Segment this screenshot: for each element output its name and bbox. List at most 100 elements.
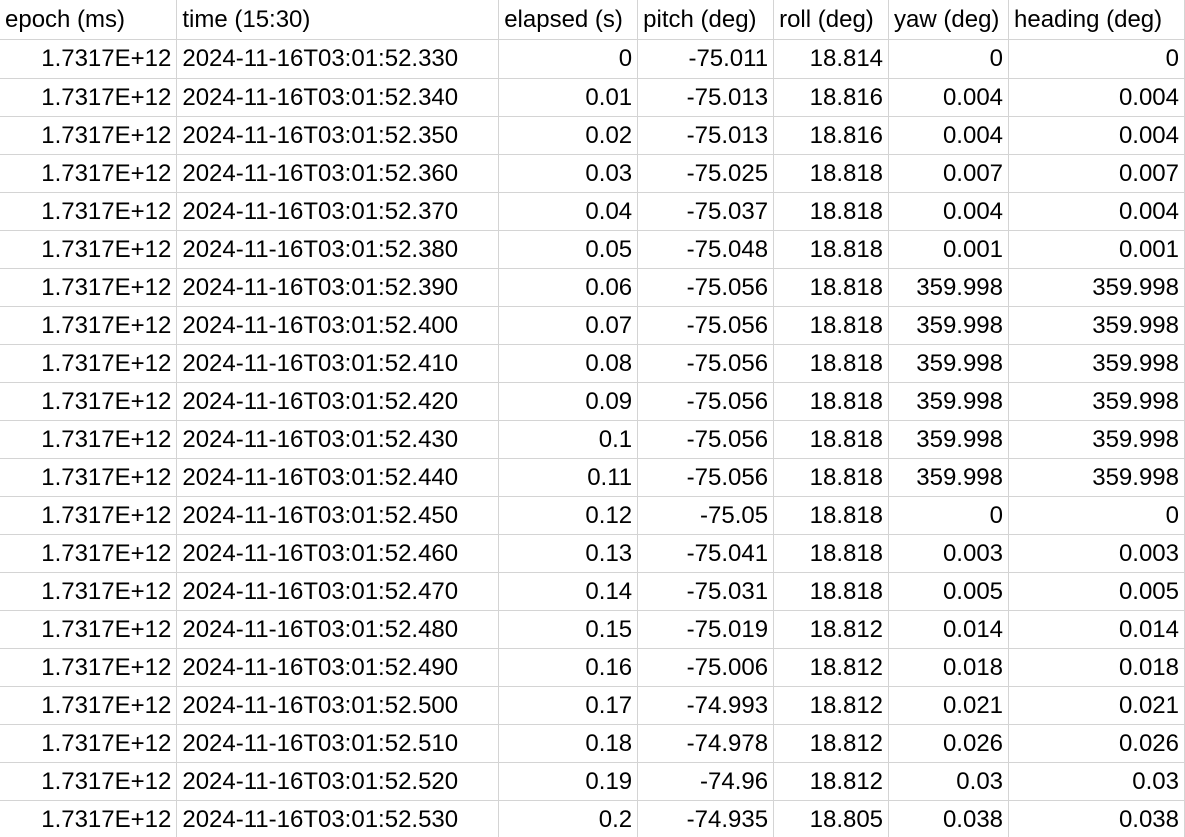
- header-cell-roll[interactable]: roll (deg): [773, 0, 890, 40]
- cell-yaw[interactable]: 359.998: [888, 458, 1010, 497]
- cell-roll[interactable]: 18.818: [773, 534, 890, 573]
- cell-heading[interactable]: 359.998: [1008, 420, 1185, 459]
- header-cell-epoch[interactable]: epoch (ms): [0, 0, 178, 40]
- cell-pitch[interactable]: -74.935: [637, 800, 775, 837]
- cell-roll[interactable]: 18.818: [773, 572, 890, 611]
- cell-roll[interactable]: 18.814: [773, 39, 890, 79]
- cell-elapsed[interactable]: 0.1: [498, 420, 639, 459]
- header-cell-yaw[interactable]: yaw (deg): [888, 0, 1010, 40]
- cell-elapsed[interactable]: 0.08: [498, 344, 639, 383]
- cell-roll[interactable]: 18.818: [773, 154, 890, 193]
- cell-elapsed[interactable]: 0.01: [498, 78, 639, 117]
- cell-time[interactable]: 2024-11-16T03:01:52.470: [176, 572, 500, 611]
- cell-heading[interactable]: 359.998: [1008, 458, 1185, 497]
- cell-roll[interactable]: 18.812: [773, 762, 890, 801]
- header-cell-pitch[interactable]: pitch (deg): [637, 0, 775, 40]
- cell-yaw[interactable]: 0.026: [888, 724, 1010, 763]
- cell-time[interactable]: 2024-11-16T03:01:52.450: [176, 496, 500, 535]
- cell-elapsed[interactable]: 0.04: [498, 192, 639, 231]
- cell-roll[interactable]: 18.818: [773, 458, 890, 497]
- cell-epoch[interactable]: 1.7317E+12: [0, 420, 178, 459]
- cell-roll[interactable]: 18.812: [773, 648, 890, 687]
- cell-epoch[interactable]: 1.7317E+12: [0, 344, 178, 383]
- cell-elapsed[interactable]: 0: [498, 39, 639, 79]
- cell-time[interactable]: 2024-11-16T03:01:52.510: [176, 724, 500, 763]
- cell-time[interactable]: 2024-11-16T03:01:52.380: [176, 230, 500, 269]
- cell-pitch[interactable]: -75.031: [637, 572, 775, 611]
- cell-roll[interactable]: 18.818: [773, 268, 890, 307]
- cell-epoch[interactable]: 1.7317E+12: [0, 230, 178, 269]
- cell-yaw[interactable]: 0.038: [888, 800, 1010, 837]
- cell-pitch[interactable]: -75.056: [637, 268, 775, 307]
- cell-pitch[interactable]: -75.056: [637, 458, 775, 497]
- cell-time[interactable]: 2024-11-16T03:01:52.460: [176, 534, 500, 573]
- cell-heading[interactable]: 0.001: [1008, 230, 1185, 269]
- header-cell-heading[interactable]: heading (deg): [1008, 0, 1185, 40]
- cell-epoch[interactable]: 1.7317E+12: [0, 724, 178, 763]
- cell-epoch[interactable]: 1.7317E+12: [0, 306, 178, 345]
- cell-pitch[interactable]: -75.019: [637, 610, 775, 649]
- cell-heading[interactable]: 0: [1008, 39, 1185, 79]
- cell-elapsed[interactable]: 0.12: [498, 496, 639, 535]
- cell-heading[interactable]: 0.03: [1008, 762, 1185, 801]
- cell-epoch[interactable]: 1.7317E+12: [0, 800, 178, 837]
- cell-epoch[interactable]: 1.7317E+12: [0, 496, 178, 535]
- cell-elapsed[interactable]: 0.07: [498, 306, 639, 345]
- cell-epoch[interactable]: 1.7317E+12: [0, 78, 178, 117]
- cell-epoch[interactable]: 1.7317E+12: [0, 268, 178, 307]
- cell-yaw[interactable]: 0.021: [888, 686, 1010, 725]
- cell-yaw[interactable]: 0.014: [888, 610, 1010, 649]
- cell-roll[interactable]: 18.818: [773, 420, 890, 459]
- cell-heading[interactable]: 0.018: [1008, 648, 1185, 687]
- cell-time[interactable]: 2024-11-16T03:01:52.350: [176, 116, 500, 155]
- cell-pitch[interactable]: -75.006: [637, 648, 775, 687]
- cell-elapsed[interactable]: 0.2: [498, 800, 639, 837]
- cell-pitch[interactable]: -75.011: [637, 39, 775, 79]
- cell-time[interactable]: 2024-11-16T03:01:52.520: [176, 762, 500, 801]
- cell-yaw[interactable]: 359.998: [888, 382, 1010, 421]
- cell-yaw[interactable]: 359.998: [888, 420, 1010, 459]
- cell-heading[interactable]: 0.004: [1008, 192, 1185, 231]
- cell-elapsed[interactable]: 0.11: [498, 458, 639, 497]
- cell-epoch[interactable]: 1.7317E+12: [0, 154, 178, 193]
- cell-yaw[interactable]: 0.004: [888, 192, 1010, 231]
- cell-heading[interactable]: 359.998: [1008, 382, 1185, 421]
- cell-heading[interactable]: 0.003: [1008, 534, 1185, 573]
- cell-time[interactable]: 2024-11-16T03:01:52.370: [176, 192, 500, 231]
- cell-pitch[interactable]: -75.013: [637, 78, 775, 117]
- cell-pitch[interactable]: -75.025: [637, 154, 775, 193]
- cell-roll[interactable]: 18.816: [773, 78, 890, 117]
- cell-epoch[interactable]: 1.7317E+12: [0, 534, 178, 573]
- cell-pitch[interactable]: -74.96: [637, 762, 775, 801]
- cell-yaw[interactable]: 359.998: [888, 344, 1010, 383]
- cell-roll[interactable]: 18.818: [773, 496, 890, 535]
- cell-yaw[interactable]: 0.007: [888, 154, 1010, 193]
- cell-heading[interactable]: 359.998: [1008, 344, 1185, 383]
- cell-pitch[interactable]: -74.993: [637, 686, 775, 725]
- cell-time[interactable]: 2024-11-16T03:01:52.500: [176, 686, 500, 725]
- cell-elapsed[interactable]: 0.09: [498, 382, 639, 421]
- cell-time[interactable]: 2024-11-16T03:01:52.490: [176, 648, 500, 687]
- cell-roll[interactable]: 18.812: [773, 686, 890, 725]
- cell-pitch[interactable]: -75.056: [637, 306, 775, 345]
- cell-heading[interactable]: 0.004: [1008, 78, 1185, 117]
- cell-roll[interactable]: 18.818: [773, 306, 890, 345]
- cell-roll[interactable]: 18.818: [773, 192, 890, 231]
- cell-heading[interactable]: 0.004: [1008, 116, 1185, 155]
- cell-yaw[interactable]: 0.005: [888, 572, 1010, 611]
- cell-heading[interactable]: 0: [1008, 496, 1185, 535]
- cell-roll[interactable]: 18.816: [773, 116, 890, 155]
- cell-pitch[interactable]: -75.041: [637, 534, 775, 573]
- cell-yaw[interactable]: 0.003: [888, 534, 1010, 573]
- cell-heading[interactable]: 0.007: [1008, 154, 1185, 193]
- cell-elapsed[interactable]: 0.14: [498, 572, 639, 611]
- cell-epoch[interactable]: 1.7317E+12: [0, 458, 178, 497]
- cell-roll[interactable]: 18.818: [773, 230, 890, 269]
- cell-heading[interactable]: 0.038: [1008, 800, 1185, 837]
- cell-elapsed[interactable]: 0.18: [498, 724, 639, 763]
- cell-epoch[interactable]: 1.7317E+12: [0, 572, 178, 611]
- cell-epoch[interactable]: 1.7317E+12: [0, 116, 178, 155]
- cell-pitch[interactable]: -75.048: [637, 230, 775, 269]
- cell-heading[interactable]: 0.021: [1008, 686, 1185, 725]
- cell-elapsed[interactable]: 0.15: [498, 610, 639, 649]
